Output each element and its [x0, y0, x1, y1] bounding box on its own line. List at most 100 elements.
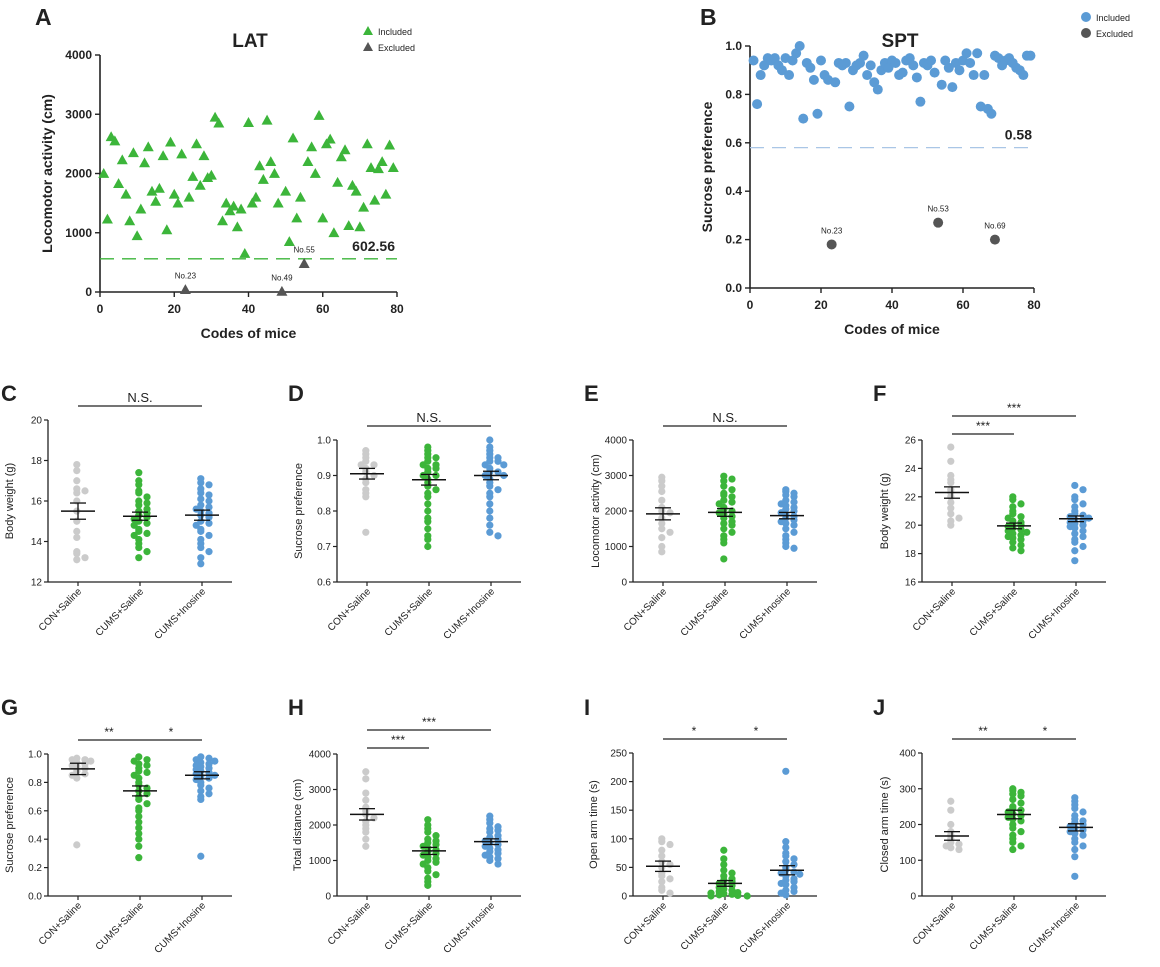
data-point: [81, 554, 89, 562]
data-point: [328, 227, 340, 238]
data-point: [424, 816, 432, 824]
y-tick-label: 3000: [605, 471, 628, 482]
y-tick-label: 300: [899, 784, 916, 795]
data-point: [135, 543, 143, 552]
data-point: [728, 486, 736, 494]
data-point: [658, 886, 666, 894]
data-point: [143, 529, 151, 538]
x-tick-label: 40: [242, 302, 256, 316]
y-tick-label: 1.0: [28, 750, 42, 761]
data-point: [109, 135, 121, 146]
x-tick-label: CON+Saline: [622, 900, 670, 948]
data-point: [915, 96, 926, 107]
data-point: [432, 871, 440, 879]
y-tick-label: 200: [610, 777, 627, 788]
data-point: [1071, 804, 1079, 813]
data-point: [658, 487, 666, 496]
data-point: [187, 170, 199, 181]
x-tick-label: 0: [97, 302, 104, 316]
data-point: [1071, 845, 1079, 854]
data-point: [384, 139, 396, 150]
y-tick-label: 0.9: [317, 471, 331, 482]
data-point: [1079, 521, 1087, 529]
data-point: [790, 498, 798, 506]
y-axis-label: Sucrose preference: [699, 101, 715, 232]
data-point: [1071, 547, 1079, 555]
panel-A: A LAT 0 1000 2000 3000 4000 0 20 40 60 80 Codes of m…: [35, 4, 415, 341]
data-point: [211, 757, 219, 765]
data-point: [1079, 831, 1087, 839]
panel-letter: E: [584, 381, 599, 406]
data-point: [257, 173, 269, 184]
data-point: [1071, 872, 1079, 880]
significance-label: ***: [422, 715, 436, 729]
y-tick-label: 0.6: [725, 136, 742, 150]
data-point: [954, 65, 965, 76]
y-tick-label: 0.2: [28, 863, 42, 874]
data-point: [486, 828, 494, 836]
data-point: [197, 781, 205, 789]
data-point: [362, 768, 370, 776]
data-point: [306, 141, 318, 152]
data-point: [161, 224, 173, 235]
data-point: [494, 457, 502, 465]
data-point: [205, 754, 213, 762]
significance-label: ***: [976, 419, 990, 433]
y-axis-label: Closed arm time (s): [879, 777, 891, 873]
data-point: [1017, 828, 1025, 836]
data-point: [720, 482, 728, 490]
data-point: [728, 890, 736, 898]
data-point: [135, 469, 143, 477]
data-point: [790, 544, 798, 552]
data-point: [715, 891, 723, 899]
data-point: [1071, 838, 1079, 846]
data-point: [947, 82, 958, 93]
y-tick-label: 0.0: [725, 281, 742, 295]
data-point: [720, 491, 728, 499]
data-point: [73, 527, 81, 535]
data-point: [143, 548, 151, 556]
data-point: [844, 101, 855, 112]
data-point: [947, 498, 955, 507]
excluded-label: No.23: [821, 226, 843, 235]
data-point: [929, 67, 940, 78]
data-point: [666, 509, 674, 517]
data-point: [1023, 528, 1031, 536]
data-point: [143, 761, 151, 769]
excluded-label: No.55: [294, 246, 316, 255]
data-point: [1017, 500, 1025, 508]
data-point: [486, 528, 494, 536]
data-point: [205, 169, 217, 180]
data-point: [358, 201, 370, 212]
data-point: [135, 824, 143, 832]
data-point: [191, 138, 203, 149]
y-tick-label: 150: [610, 806, 627, 817]
data-point: [205, 784, 213, 792]
data-point: [486, 856, 494, 865]
data-point: [728, 869, 736, 877]
data-point: [947, 479, 955, 487]
data-point: [666, 860, 674, 869]
data-point: [287, 132, 299, 143]
y-tick-label: 14: [31, 537, 43, 548]
data-point: [796, 870, 804, 878]
data-point: [790, 887, 798, 896]
y-tick-label: 1.0: [725, 39, 742, 53]
panel-I: I 0 50 100 150 200 250 Open arm time (s) CON+Sal…: [584, 695, 817, 956]
data-point: [1071, 481, 1079, 490]
data-point: [205, 497, 213, 505]
data-point: [728, 528, 736, 536]
threshold-label: 0.58: [1005, 127, 1032, 143]
data-point: [658, 477, 666, 485]
y-tick-label: 2000: [309, 821, 332, 832]
y-tick-label: 1000: [65, 226, 92, 240]
data-point: [135, 753, 143, 761]
data-point: [176, 148, 188, 159]
data-point: [205, 519, 213, 527]
data-point: [782, 542, 790, 551]
data-point: [220, 197, 232, 208]
data-point: [172, 197, 184, 208]
y-tick-label: 0.6: [28, 806, 42, 817]
